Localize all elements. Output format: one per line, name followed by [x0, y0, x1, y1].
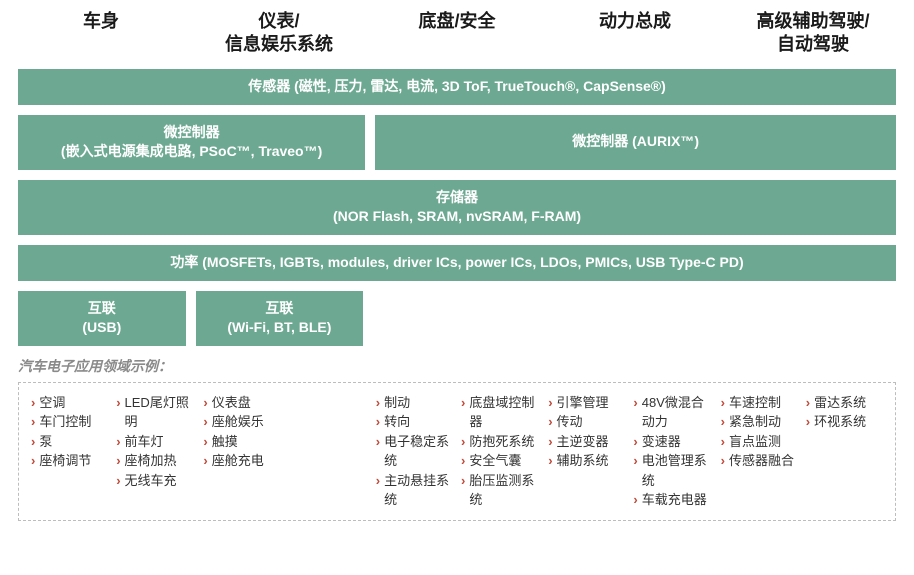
app-item: 胎压监测系统: [461, 471, 538, 510]
app-item: 座椅调节: [31, 451, 108, 471]
app-item: 底盘域控制器: [461, 393, 538, 432]
app-item: 电子稳定系统: [376, 432, 453, 471]
app-item: 座椅加热: [116, 451, 193, 471]
block-empty: [728, 291, 896, 346]
app-item: 主逆变器: [548, 432, 625, 452]
app-item: 座舱充电: [203, 451, 365, 471]
app-item: 转向: [376, 412, 453, 432]
block-power: 功率 (MOSFETs, IGBTs, modules, driver ICs,…: [18, 245, 896, 281]
header-body: 车身: [18, 10, 184, 55]
block-sensors: 传感器 (磁性, 压力, 雷达, 电流, 3D ToF, TrueTouch®,…: [18, 69, 896, 105]
app-item: 紧急制动: [721, 412, 798, 432]
row-mcu: 微控制器 (嵌入式电源集成电路, PSoC™, Traveo™) 微控制器 (A…: [18, 115, 896, 170]
app-item: 盲点监测: [721, 432, 798, 452]
app-item: 传感器融合: [721, 451, 798, 471]
header-powertrain: 动力总成: [552, 10, 718, 55]
app-item: 泵: [31, 432, 108, 452]
header-adas: 高级辅助驾驶/ 自动驾驶: [730, 10, 896, 55]
app-item: 辅助系统: [548, 451, 625, 471]
block-mcu-aurix: 微控制器 (AURIX™): [375, 115, 896, 170]
app-item: 车载充电器: [633, 490, 710, 510]
app-item: 雷达系统: [806, 393, 883, 413]
app-item: 安全气囊: [461, 451, 538, 471]
app-item: 48V微混合动力: [633, 393, 710, 432]
block-empty: [551, 291, 719, 346]
apps-section-label: 汽车电子应用领域示例：: [18, 356, 896, 376]
block-empty: [373, 291, 541, 346]
apps-col-chassis: 制动转向电子稳定系统主动悬挂系统底盘域控制器防抱死系统安全气囊胎压监测系统: [376, 393, 538, 510]
app-item: 触摸: [203, 432, 365, 452]
app-item: 无线车充: [116, 471, 193, 491]
block-memory: 存储器 (NOR Flash, SRAM, nvSRAM, F-RAM): [18, 180, 896, 235]
block-conn-usb: 互联 (USB): [18, 291, 186, 346]
app-item: 车速控制: [721, 393, 798, 413]
app-item: LED尾灯照明: [116, 393, 193, 432]
app-item: 变速器: [633, 432, 710, 452]
app-item: 制动: [376, 393, 453, 413]
app-item: 仪表盘: [203, 393, 365, 413]
app-item: 电池管理系统: [633, 451, 710, 490]
row-sensors: 传感器 (磁性, 压力, 雷达, 电流, 3D ToF, TrueTouch®,…: [18, 69, 896, 105]
app-item: 空调: [31, 393, 108, 413]
header-chassis: 底盘/安全: [374, 10, 540, 55]
apps-col-body: 空调车门控制泵座椅调节 LED尾灯照明前车灯座椅加热无线车充: [31, 393, 193, 510]
apps-box: 空调车门控制泵座椅调节 LED尾灯照明前车灯座椅加热无线车充 仪表盘座舱娱乐触摸座…: [18, 382, 896, 521]
header-cluster: 仪表/ 信息娱乐系统: [196, 10, 362, 55]
apps-col-adas: 车速控制紧急制动盲点监测传感器融合 雷达系统环视系统: [721, 393, 883, 510]
block-mcu-psoc: 微控制器 (嵌入式电源集成电路, PSoC™, Traveo™): [18, 115, 365, 170]
app-item: 环视系统: [806, 412, 883, 432]
column-headers: 车身 仪表/ 信息娱乐系统 底盘/安全 动力总成 高级辅助驾驶/ 自动驾驶: [18, 10, 896, 55]
apps-col-powertrain: 引擎管理传动主逆变器辅助系统 48V微混合动力变速器电池管理系统车载充电器: [548, 393, 710, 510]
app-item: 车门控制: [31, 412, 108, 432]
app-item: 前车灯: [116, 432, 193, 452]
row-connectivity: 互联 (USB) 互联 (Wi-Fi, BT, BLE): [18, 291, 896, 346]
app-item: 主动悬挂系统: [376, 471, 453, 510]
app-item: 防抱死系统: [461, 432, 538, 452]
row-power: 功率 (MOSFETs, IGBTs, modules, driver ICs,…: [18, 245, 896, 281]
row-memory: 存储器 (NOR Flash, SRAM, nvSRAM, F-RAM): [18, 180, 896, 235]
app-item: 传动: [548, 412, 625, 432]
app-item: 座舱娱乐: [203, 412, 365, 432]
app-item: 引擎管理: [548, 393, 625, 413]
apps-col-cluster: 仪表盘座舱娱乐触摸座舱充电: [203, 393, 365, 510]
block-conn-wifi: 互联 (Wi-Fi, BT, BLE): [196, 291, 364, 346]
